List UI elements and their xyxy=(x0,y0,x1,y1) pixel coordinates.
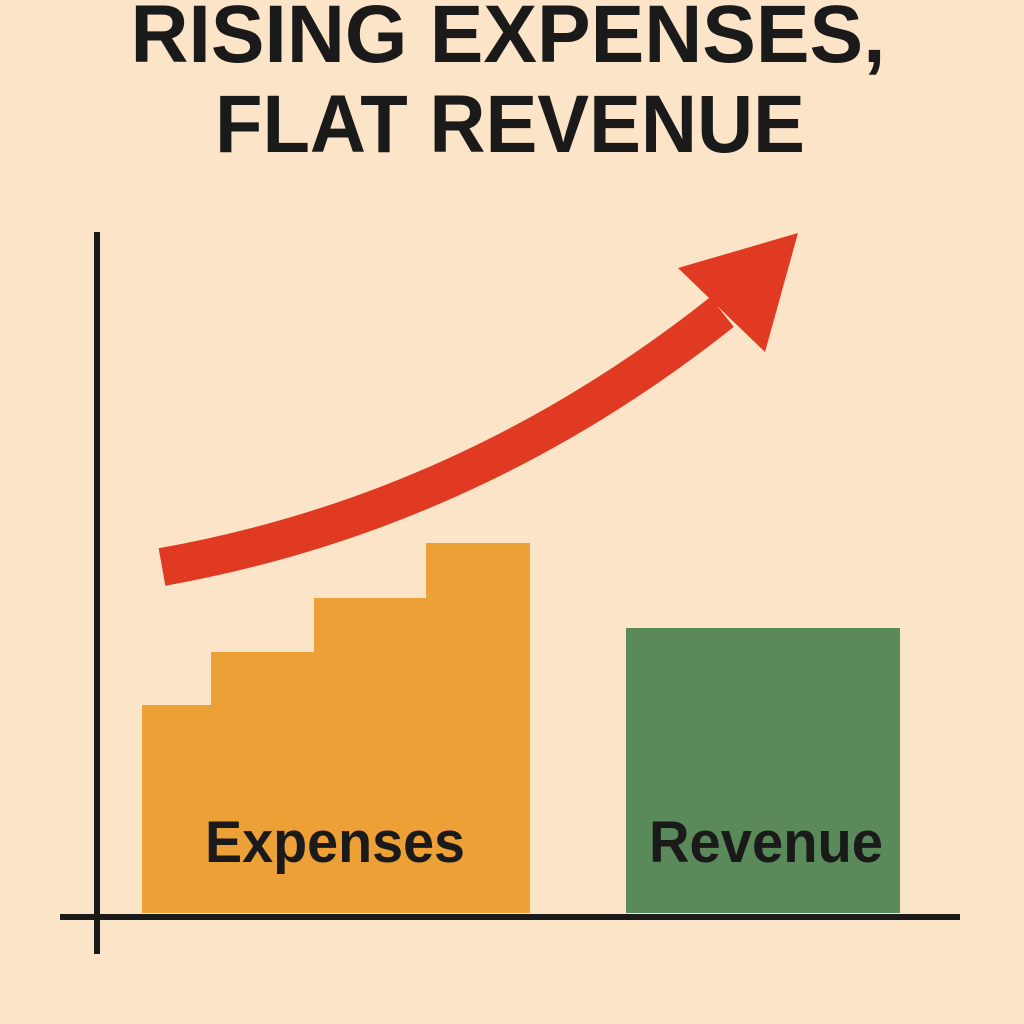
trend-arrow-shaft xyxy=(158,297,734,586)
expenses-steps xyxy=(142,543,530,913)
expenses-label: Expenses xyxy=(205,810,465,875)
title-line: RISING EXPENSES, xyxy=(131,0,886,80)
revenue-label: Revenue xyxy=(649,810,883,875)
revenue-block xyxy=(626,628,900,913)
title-line: FLAT REVENUE xyxy=(215,79,805,170)
trend-arrow-head xyxy=(678,233,798,352)
